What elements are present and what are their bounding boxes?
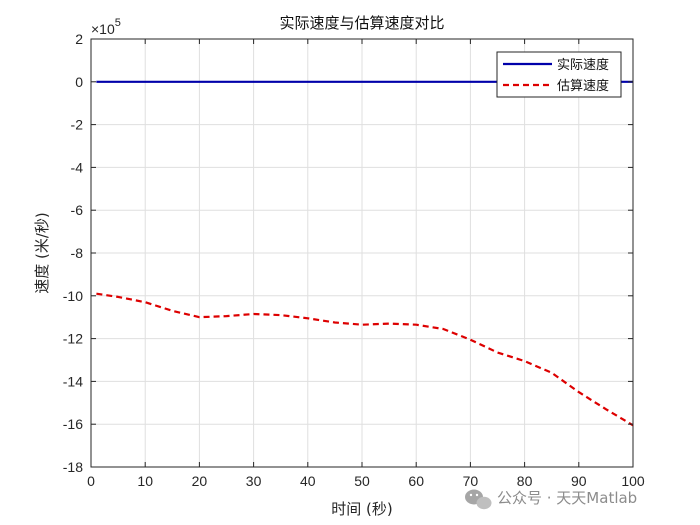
- y-tick-label: -18: [63, 459, 83, 475]
- y-tick-label: -4: [71, 159, 84, 175]
- x-axis-label: 时间 (秒): [331, 500, 392, 518]
- watermark: 公众号 · 天天Matlab: [465, 489, 637, 510]
- y-tick-label: -2: [71, 117, 84, 133]
- x-tick-label: 40: [300, 473, 316, 489]
- y-tick-label: -16: [63, 416, 83, 432]
- y-tick-label: -6: [71, 202, 84, 218]
- x-tick-label: 90: [571, 473, 587, 489]
- x-tick-label: 100: [621, 473, 645, 489]
- y-multiplier-exponent: 5: [115, 17, 121, 29]
- x-tick-label: 70: [463, 473, 479, 489]
- x-tick-label: 60: [408, 473, 424, 489]
- wechat-icon: [465, 489, 492, 510]
- legend: 实际速度 估算速度: [496, 51, 622, 98]
- x-axis: 0 10 20 30 40 50 60 70 80 90 100: [87, 39, 645, 489]
- y-tick-label: -10: [63, 288, 83, 304]
- y-tick-label: -12: [63, 331, 83, 347]
- x-tick-label: 30: [246, 473, 262, 489]
- x-tick-label: 80: [517, 473, 533, 489]
- y-axis: 2 0 -2 -4 -6 -8 -10 -12 -14 -16 -18: [63, 31, 633, 475]
- y-multiplier: ×105: [91, 17, 121, 37]
- x-tick-label: 0: [87, 473, 95, 489]
- x-tick-label: 20: [192, 473, 208, 489]
- chart-title: 实际速度与估算速度对比: [279, 14, 444, 32]
- x-tick-label: 50: [354, 473, 370, 489]
- y-tick-label: -8: [71, 245, 84, 261]
- y-tick-label: 2: [75, 31, 83, 47]
- legend-label-estimated: 估算速度: [557, 78, 609, 94]
- y-tick-label: -14: [63, 373, 83, 389]
- y-tick-label: 0: [75, 74, 83, 90]
- y-multiplier-base: ×10: [91, 21, 115, 37]
- watermark-text: 公众号 · 天天Matlab: [497, 489, 637, 507]
- legend-box: [496, 51, 622, 98]
- y-axis-label: 速度 (米/秒): [33, 212, 51, 294]
- legend-label-actual: 实际速度: [557, 57, 609, 73]
- x-tick-label: 10: [137, 473, 153, 489]
